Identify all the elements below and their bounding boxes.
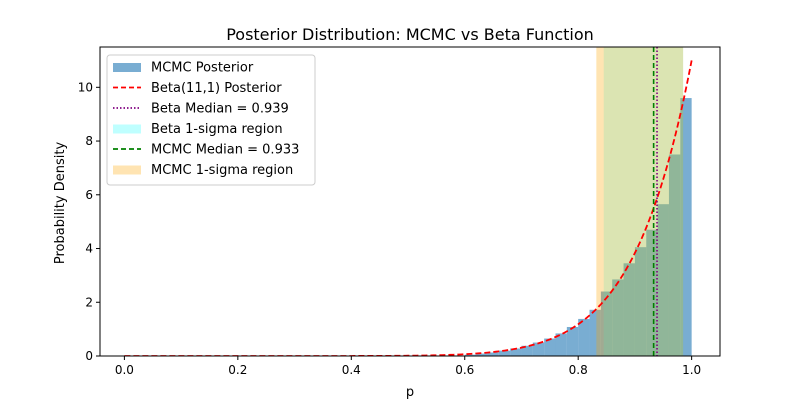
histogram-bar (589, 309, 601, 356)
histogram-bar (634, 247, 647, 356)
x-tick-label: 1.0 (682, 363, 701, 377)
histogram-bar (510, 348, 522, 356)
histogram-bar (566, 326, 579, 356)
legend-swatch (113, 63, 141, 72)
y-tick-label: 8 (85, 134, 93, 148)
legend-label: Beta 1-sigma region (151, 122, 283, 137)
legend: MCMC Posterior Beta(11,1) Posterior Beta M… (106, 54, 316, 186)
histogram-bar (657, 204, 669, 356)
plot-area (124, 47, 693, 356)
legend-label: Beta(11,1) Posterior (151, 81, 282, 96)
x-tick-label: 0.8 (569, 363, 588, 377)
histogram-bar (464, 354, 477, 356)
x-axis-label: p (406, 385, 414, 400)
y-tick-label: 4 (85, 242, 93, 256)
histogram-bar (646, 229, 658, 356)
y-tick-label: 6 (85, 188, 93, 202)
legend-swatch (113, 165, 141, 175)
histogram-bar (532, 342, 545, 356)
x-tick-label: 0.0 (115, 363, 134, 377)
histogram-bar (555, 333, 567, 356)
legend-label: MCMC Median = 0.933 (151, 143, 299, 158)
x-tick-label: 0.6 (455, 363, 474, 377)
y-tick-label: 0 (85, 349, 93, 363)
x-tick-label: 0.4 (342, 363, 361, 377)
legend-label: Beta Median = 0.939 (151, 102, 289, 117)
legend-label: MCMC 1-sigma region (151, 163, 293, 178)
histogram-bar (544, 338, 556, 356)
y-tick-label: 10 (78, 80, 93, 94)
histogram-bar (668, 154, 681, 356)
plot-clip-group (124, 47, 693, 356)
histogram-bar (498, 350, 511, 356)
histogram-bar (680, 98, 692, 356)
histogram-bar (612, 279, 624, 356)
legend-swatch (113, 124, 141, 134)
histogram-bar (521, 345, 533, 356)
axes: 0.0 0.2 0.4 0.6 0.8 1.0 0 2 4 6 8 10 (78, 46, 721, 377)
histogram-bar (487, 352, 499, 356)
beta-sigma-region (603, 47, 684, 356)
legend-box (106, 54, 316, 186)
histogram-bar (623, 263, 635, 356)
y-tick-label: 2 (85, 295, 93, 309)
chart-title: Posterior Distribution: MCMC vs Beta Fun… (226, 25, 594, 44)
histogram-bar (600, 291, 613, 356)
histogram-bar (578, 318, 590, 356)
x-tick-label: 0.2 (228, 363, 247, 377)
mcmc-sigma-region (596, 47, 684, 356)
legend-label: MCMC Posterior (151, 61, 254, 76)
histogram-bar (476, 353, 488, 356)
y-axis-label: Probability Density (53, 142, 68, 265)
axes-frame (99, 46, 721, 357)
